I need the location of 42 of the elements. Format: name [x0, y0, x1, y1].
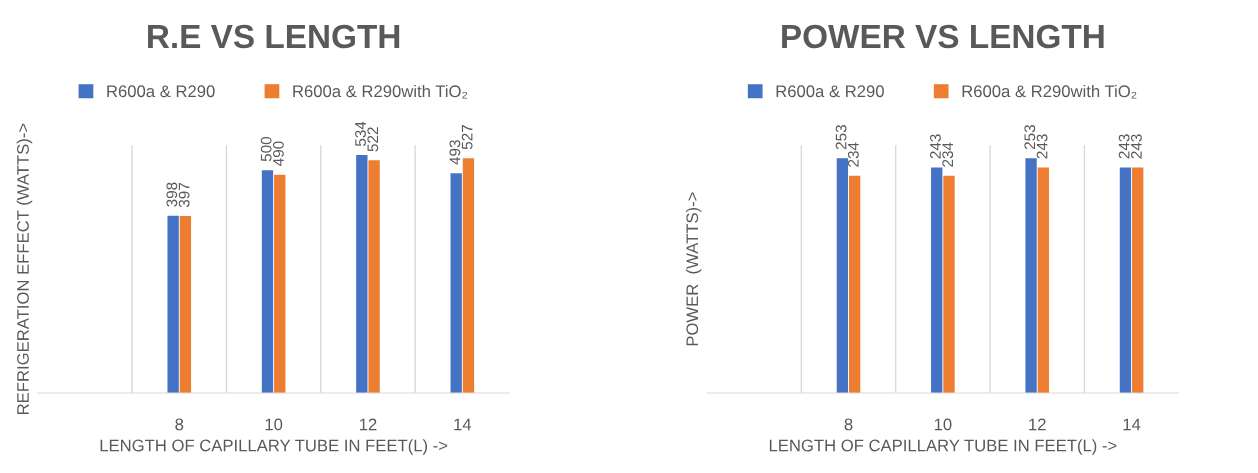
data-label: 243	[930, 134, 941, 159]
bar	[179, 216, 192, 394]
legend-label: R600a & R290	[107, 85, 215, 98]
x-axis-title: LENGTH OF CAPILLARY TUBE IN FEET(L) ->	[100, 439, 448, 455]
data-label: 522	[367, 127, 379, 152]
legend-label: R600a & R290with TiO₂	[293, 84, 468, 99]
x-tick-label: 8	[844, 418, 853, 431]
data-label: 243	[1130, 134, 1142, 159]
data-label: 253	[835, 125, 847, 150]
x-tick-label: 10	[934, 418, 952, 431]
chart-title: POWER VS LENGTH	[782, 24, 1104, 49]
legend-label: R600a & R290with TiO₂	[962, 84, 1137, 99]
y-axis-title: POWER (WATTS)->	[685, 192, 702, 346]
data-label: 253	[1024, 125, 1036, 150]
bar	[261, 170, 274, 394]
data-label: 234	[942, 142, 954, 167]
data-label: 534	[355, 121, 366, 147]
data-label: 493	[449, 140, 461, 165]
chart-title: R.E VS LENGTH	[148, 24, 400, 49]
x-tick-label: 10	[265, 418, 283, 431]
data-label: 243	[1118, 134, 1130, 159]
x-tick-label: 12	[359, 418, 377, 431]
data-label: 398	[166, 182, 178, 207]
bar	[274, 174, 286, 394]
data-label: 490	[273, 141, 284, 166]
data-label: 234	[847, 142, 859, 167]
data-label: 500	[260, 136, 272, 162]
x-tick-label: 8	[175, 418, 184, 431]
x-tick-label: 14	[454, 418, 472, 431]
x-tick-label: 12	[1029, 418, 1046, 431]
data-label: 397	[178, 183, 190, 208]
bar	[462, 158, 475, 394]
x-axis-title: LENGTH OF CAPILLARY TUBE IN FEET(L) ->	[769, 439, 1117, 455]
data-label: 243	[1036, 134, 1048, 159]
y-axis-title: REFRIGERATION EFFECT (WATTS)->	[16, 123, 33, 414]
x-tick-label: 14	[1123, 418, 1141, 431]
data-label: 527	[461, 125, 473, 150]
bar	[368, 160, 380, 394]
bar	[356, 155, 368, 394]
bar	[450, 173, 462, 394]
legend-label: R600a & R290	[776, 85, 884, 98]
bar	[167, 215, 179, 394]
